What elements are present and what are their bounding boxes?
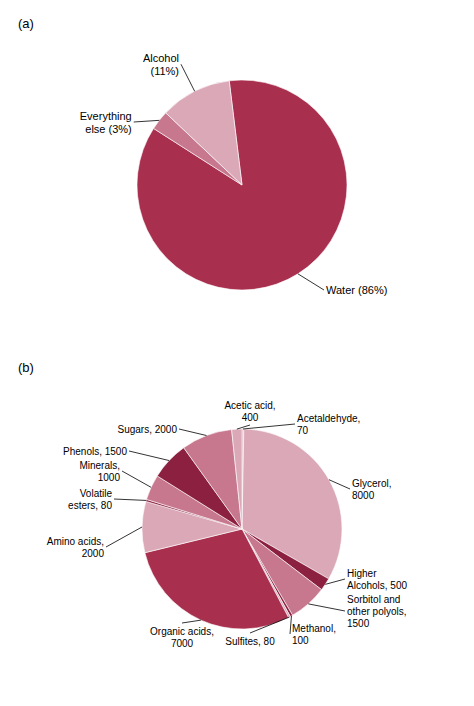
svg-text:Sugars, 2000: Sugars, 2000 bbox=[118, 424, 178, 435]
svg-text:Organic acids,7000: Organic acids,7000 bbox=[150, 626, 214, 649]
svg-text:Volatileesters, 80: Volatileesters, 80 bbox=[68, 488, 112, 511]
svg-text:Methanol,100: Methanol,100 bbox=[292, 623, 336, 646]
svg-text:Amino acids,2000: Amino acids,2000 bbox=[47, 536, 105, 559]
html-text:(b): (b) bbox=[18, 360, 34, 375]
svg-text:Glycerol,8000: Glycerol,8000 bbox=[352, 478, 391, 501]
svg-text:Water (86%): Water (86%) bbox=[326, 284, 387, 296]
html-text:(a): (a) bbox=[18, 16, 34, 31]
svg-text:Everythingelse (3%): Everythingelse (3%) bbox=[80, 110, 132, 135]
svg-text:Sorbitol andother polyols,1500: Sorbitol andother polyols,1500 bbox=[347, 594, 406, 629]
svg-text:Sulfites, 80: Sulfites, 80 bbox=[225, 636, 275, 647]
svg-text:Phenols, 1500: Phenols, 1500 bbox=[63, 446, 127, 457]
svg-text:Acetic acid,400: Acetic acid,400 bbox=[224, 400, 275, 423]
svg-text:Minerals,1000: Minerals,1000 bbox=[79, 460, 120, 483]
svg-text:Acetaldehyde,70: Acetaldehyde,70 bbox=[297, 413, 360, 436]
svg-text:HigherAlcohols, 500: HigherAlcohols, 500 bbox=[347, 568, 407, 591]
svg-text:Alcohol(11%): Alcohol(11%) bbox=[143, 52, 179, 77]
